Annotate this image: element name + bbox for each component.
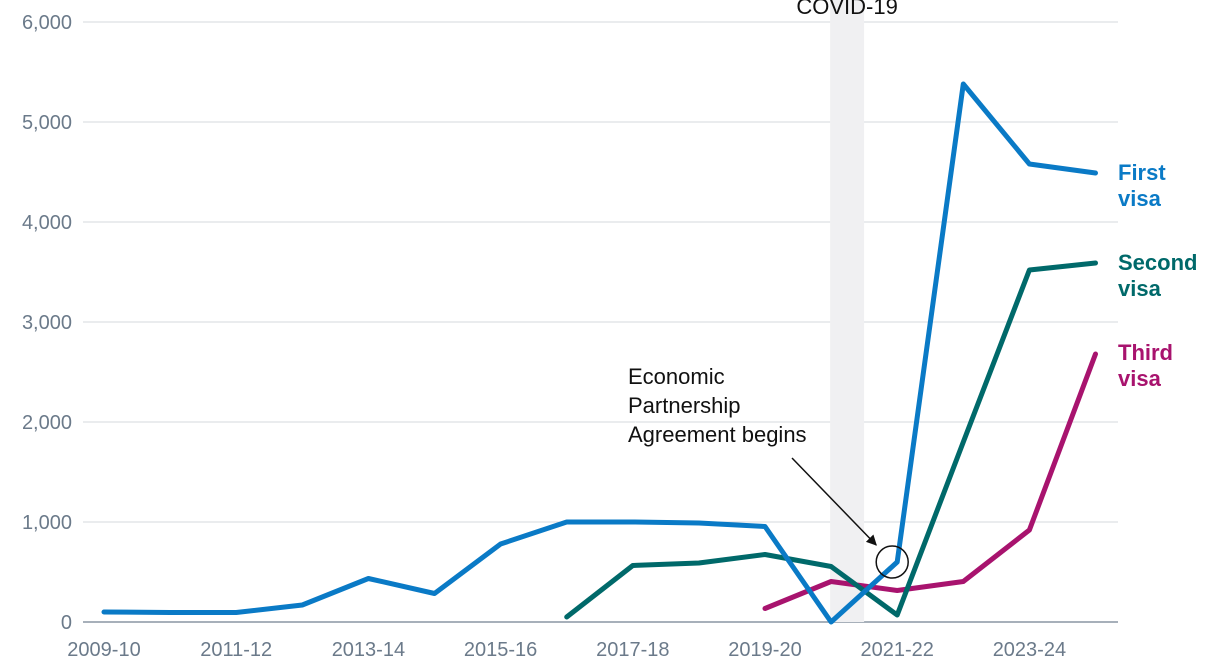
series-label-line: First xyxy=(1118,160,1166,185)
annotation-circle xyxy=(875,545,909,579)
y-axis-tick-labels: 0 1,000 2,000 3,000 4,000 5,000 6,000 xyxy=(22,12,72,634)
y-tick-label: 0 xyxy=(61,612,72,634)
annotation-text-line: Agreement begins xyxy=(628,422,807,447)
series-line xyxy=(101,81,1098,625)
y-tick-label: 1,000 xyxy=(22,512,72,534)
x-tick-label: 2021-22 xyxy=(860,639,933,661)
y-tick-label: 2,000 xyxy=(22,412,72,434)
series-line xyxy=(762,351,1098,611)
x-tick-label: 2015-16 xyxy=(464,639,537,661)
x-tick-label: 2019-20 xyxy=(728,639,801,661)
y-tick-label: 5,000 xyxy=(22,112,72,134)
covid-period: COVID-19 xyxy=(796,0,898,622)
series-lines xyxy=(101,81,1098,625)
x-tick-label: 2023-24 xyxy=(993,639,1066,661)
series-label-line: Second xyxy=(1118,250,1197,275)
y-tick-label: 6,000 xyxy=(22,12,72,34)
x-axis-tick-labels: 2009-10 2011-12 2013-14 2015-16 2017-18 2019-… xyxy=(67,639,1066,661)
series-label: Second visa xyxy=(1118,250,1197,301)
y-tick-label: 3,000 xyxy=(22,312,72,334)
series-label-line: visa xyxy=(1118,366,1162,391)
x-tick-label: 2017-18 xyxy=(596,639,669,661)
series-line xyxy=(564,260,1098,620)
annotation-text-line: Partnership xyxy=(628,393,741,418)
series-label-line: visa xyxy=(1118,186,1162,211)
annotation: Economic Partnership Agreement begins xyxy=(626,362,909,579)
series-label: Third visa xyxy=(1118,340,1173,391)
shaded-period xyxy=(830,0,865,622)
annotation-arrow xyxy=(791,457,877,546)
x-tick-label: 2011-12 xyxy=(200,639,272,661)
series-label: First visa xyxy=(1118,160,1166,211)
y-tick-label: 4,000 xyxy=(22,212,72,234)
x-tick-label: 2013-14 xyxy=(332,639,405,661)
series-label-line: visa xyxy=(1118,276,1162,301)
shaded-period-label: COVID-19 xyxy=(796,0,897,19)
x-tick-label: 2009-10 xyxy=(67,639,140,661)
annotation-text-line: Economic xyxy=(628,364,725,389)
annotation-text: Economic Partnership Agreement begins xyxy=(628,364,807,447)
grid-lines xyxy=(83,21,1118,623)
series-label-line: Third xyxy=(1118,340,1173,365)
